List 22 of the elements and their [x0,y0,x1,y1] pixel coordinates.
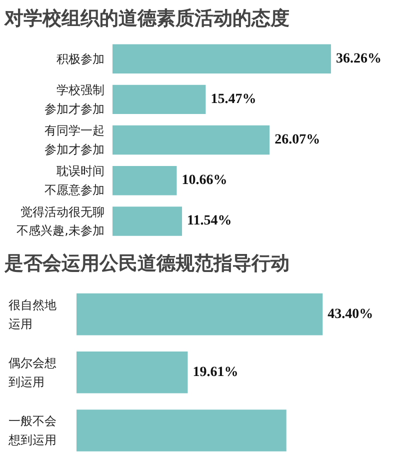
data-label: 26.07% [274,132,320,148]
data-label: 19.61% [192,364,238,380]
bar [112,166,177,196]
category-label: 耽误时间不愿意参加 [44,164,104,198]
chart-title: 对学校组织的道德素质活动的态度 [4,8,290,30]
bar [112,84,206,114]
category-label: 偶尔会想到运用 [8,356,56,389]
category-label: 一般不会想到运用 [8,414,56,447]
data-label: 36.26% [336,51,382,66]
bar [112,125,270,155]
bar [112,206,182,236]
data-label: 43.40% [328,306,374,322]
category-label: 积极参加 [56,52,104,66]
category-label: 很自然地运用 [8,298,56,331]
bar [112,44,331,74]
category-label: 学校强制参加才参加 [44,82,104,116]
chart-title: 是否会运用公民道德规范指导行动 [4,252,290,274]
data-label: 11.54% [187,214,232,229]
data-label: 10.66% [182,173,228,188]
data-label: 15.47% [210,92,256,107]
category-label: 觉得活动很无聊不感兴趣,未参加 [16,204,105,238]
category-label: 有同学一起参加才参加 [44,124,104,156]
